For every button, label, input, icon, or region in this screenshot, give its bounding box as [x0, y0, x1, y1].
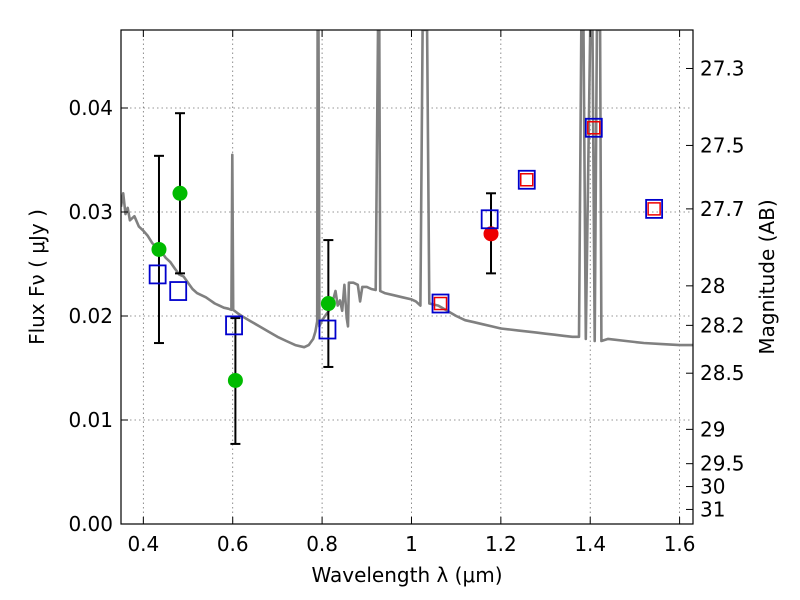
axis-ticks: 0.4 0.6 0.8 1 1.2 1.4 1.6 0.00 0.01 0.02 0.03 0.04 2… — [68, 30, 745, 556]
y2-tick-label: 27.5 — [700, 133, 745, 157]
y-axis-label: Flux Fν ( μJy ) — [25, 209, 49, 345]
y2-axis-label: Magnitude (AB) — [755, 199, 779, 354]
data-layer — [121, 30, 693, 445]
model-square-red — [520, 173, 534, 187]
observed-point — [172, 185, 188, 201]
x-axis-label: Wavelength λ (μm) — [311, 563, 502, 587]
x-tick-label: 1.6 — [664, 532, 696, 556]
y2-tick-label: 27.3 — [700, 56, 745, 80]
x-tick-label: 0.6 — [217, 532, 249, 556]
y2-tick-label: 29.5 — [700, 452, 745, 476]
x-tick-label: 1 — [405, 532, 418, 556]
y-tick-label: 0.02 — [68, 304, 113, 328]
y-tick-label: 0.03 — [68, 200, 113, 224]
plot-area — [121, 30, 693, 524]
y2-tick-label: 28.2 — [700, 313, 745, 337]
y2-tick-label: 31 — [700, 497, 725, 521]
model-square-blue — [169, 281, 188, 301]
model-square-blue — [517, 169, 536, 190]
observed-point — [227, 372, 243, 388]
model-square-blue — [431, 293, 450, 314]
model-square-red — [433, 296, 448, 311]
model-square-blue — [225, 315, 243, 336]
plot-frame — [120, 29, 694, 525]
observed-point — [151, 241, 167, 257]
y2-tick-label: 30 — [700, 475, 725, 499]
model-square-red — [587, 121, 601, 135]
model-square-blue — [480, 209, 499, 230]
y-tick-label: 0.00 — [68, 512, 113, 536]
model-square-blue — [645, 198, 664, 219]
y2-tick-label: 29 — [700, 417, 725, 441]
x-tick-label: 1.4 — [574, 532, 606, 556]
observed-point — [320, 296, 336, 312]
y-tick-label: 0.01 — [68, 408, 113, 432]
model-square-red — [647, 202, 661, 216]
model-square-blue — [148, 264, 167, 285]
observed-point — [483, 226, 499, 242]
y-tick-label: 0.04 — [68, 96, 113, 120]
x-tick-label: 1.2 — [485, 532, 517, 556]
x-tick-label: 0.8 — [306, 532, 338, 556]
model-square-blue — [584, 117, 603, 138]
y2-tick-label: 27.7 — [700, 197, 745, 221]
model-spectrum-line — [121, 30, 693, 349]
x-tick-label: 0.4 — [127, 532, 159, 556]
y2-tick-label: 28 — [700, 274, 725, 298]
model-square-blue — [318, 319, 337, 340]
y2-tick-label: 28.5 — [700, 361, 745, 385]
